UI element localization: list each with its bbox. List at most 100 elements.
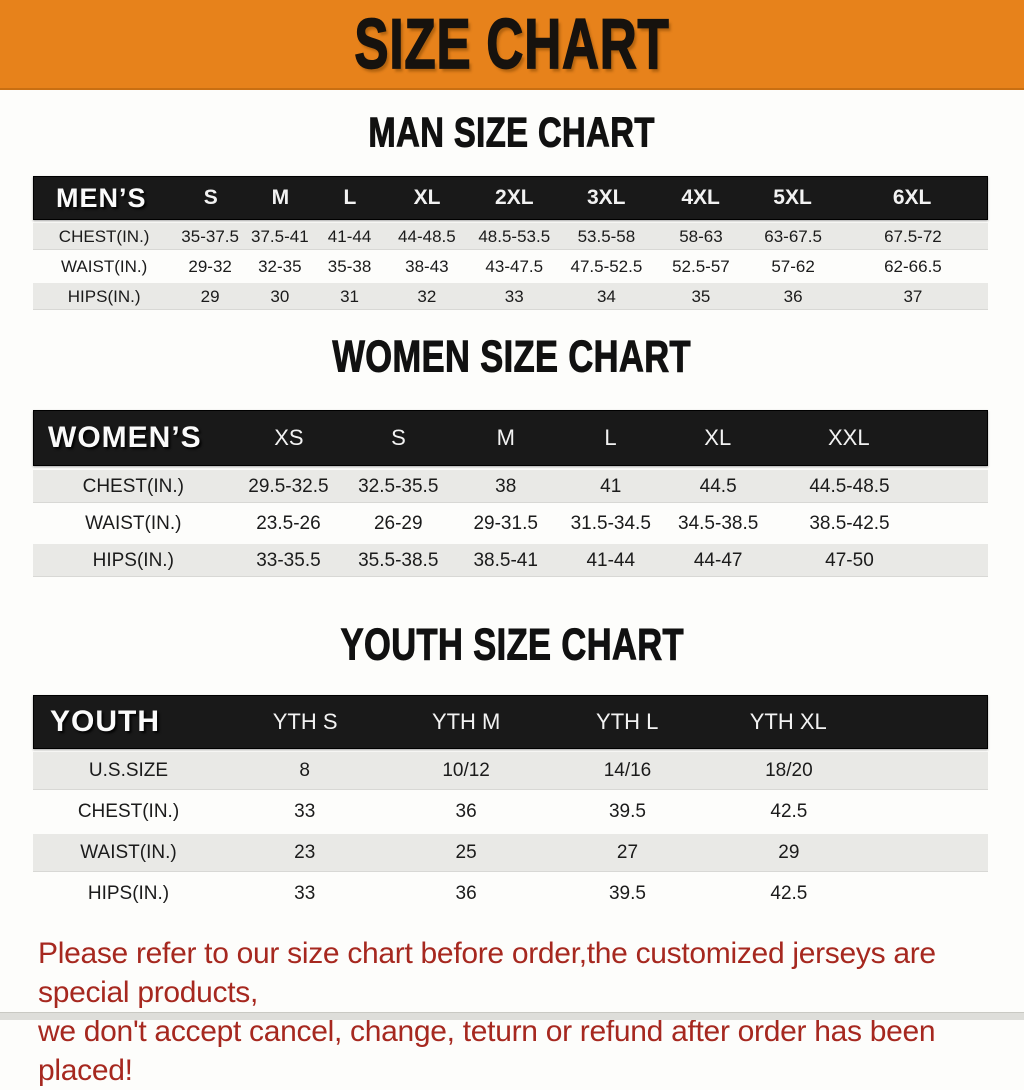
womens-table-header-row: WOMEN’S XS S M L XL XXL <box>33 410 988 466</box>
column-header: YTH L <box>596 709 659 734</box>
banner-title: SIZE CHART <box>354 4 670 85</box>
disclaimer-line-2: we don't accept cancel, change, teturn o… <box>38 1015 936 1087</box>
size-value: 8 <box>299 760 310 781</box>
size-value: 35-37.5 <box>181 226 239 246</box>
size-value: 41 <box>600 475 622 497</box>
mens-table-header-row: MEN’S S M L XL 2XL 3XL 4XL 5XL 6XL <box>33 176 988 220</box>
row-label: U.S.SIZE <box>88 760 169 781</box>
size-value: 10/12 <box>442 760 490 781</box>
column-header: XS <box>274 425 304 450</box>
size-value: 52.5-57 <box>672 256 730 276</box>
youth-table-header-row: YOUTH YTH S YTH M YTH L YTH XL <box>33 695 988 749</box>
size-value: 63-67.5 <box>764 226 822 246</box>
table-row-hips: HIPS(IN.) 33 36 39.5 42.5 <box>33 875 988 913</box>
size-value: 32-35 <box>258 256 302 276</box>
table-row-chest: CHEST(IN.) 33 36 39.5 42.5 <box>33 793 988 831</box>
size-value: 36 <box>455 801 477 822</box>
youth-size-table: YOUTH YTH S YTH M YTH L YTH XL U.S.SIZE … <box>33 695 988 913</box>
size-value: 33 <box>294 883 316 904</box>
bottom-edge-strip <box>0 1012 1024 1020</box>
size-value: 44-48.5 <box>398 226 456 246</box>
column-header: L <box>343 186 357 209</box>
size-value: 23.5-26 <box>256 512 321 534</box>
column-header: XXL <box>828 425 870 450</box>
size-value: 37.5-41 <box>251 226 309 246</box>
row-label: CHEST(IN.) <box>58 226 150 246</box>
column-header: XL <box>704 425 732 450</box>
column-header: 3XL <box>586 186 626 209</box>
mens-size-table: MEN’S S M L XL 2XL 3XL 4XL 5XL 6XL CHEST… <box>33 176 988 310</box>
table-row-hips: HIPS(IN.) 33-35.5 35.5-38.5 38.5-41 41-4… <box>33 544 988 577</box>
disclaimer-line-1: Please refer to our size chart before or… <box>38 937 936 1009</box>
column-header: XL <box>413 186 441 209</box>
size-value: 38.5-41 <box>473 549 538 571</box>
size-value: 44-47 <box>693 549 743 571</box>
size-value: 29 <box>200 286 220 306</box>
column-header: L <box>604 425 617 450</box>
table-row-waist: WAIST(IN.) 23 25 27 29 <box>33 834 988 872</box>
size-value: 14/16 <box>603 760 652 781</box>
size-value: 33 <box>504 286 524 306</box>
womens-table-corner-label: WOMEN’S <box>48 421 202 454</box>
table-row-waist: WAIST(IN.) 29-32 32-35 35-38 38-43 43-47… <box>33 253 988 280</box>
column-header: YTH M <box>431 709 501 734</box>
column-header: 2XL <box>495 186 534 209</box>
size-value: 42.5 <box>770 883 808 904</box>
size-value: 34 <box>596 286 616 306</box>
size-value: 31 <box>340 286 359 306</box>
row-label: WAIST(IN.) <box>80 842 177 863</box>
size-value: 33 <box>294 801 316 822</box>
size-value: 27 <box>616 842 639 863</box>
size-value: 44.5-48.5 <box>809 475 890 497</box>
size-value: 23 <box>294 842 316 863</box>
size-value: 29-31.5 <box>473 512 538 534</box>
size-value: 18/20 <box>765 760 813 781</box>
size-value: 35.5-38.5 <box>358 549 439 571</box>
column-header: YTH S <box>272 709 338 734</box>
size-value: 58-63 <box>679 226 723 246</box>
row-label: WAIST(IN.) <box>85 512 182 534</box>
column-header: M <box>496 425 515 450</box>
size-value: 47-50 <box>825 549 874 571</box>
size-value: 67.5-72 <box>884 226 942 246</box>
size-value: 62-66.5 <box>884 256 942 276</box>
size-value: 41-44 <box>586 549 636 571</box>
men-section-heading: MAN SIZE CHART <box>0 109 1024 156</box>
size-value: 32.5-35.5 <box>358 475 439 497</box>
size-value: 37 <box>903 286 923 306</box>
row-label: CHEST(IN.) <box>82 475 184 497</box>
row-label: HIPS(IN.) <box>67 286 141 306</box>
column-header: 5XL <box>773 186 812 209</box>
women-section-heading-text: WOMEN SIZE CHART <box>332 331 692 382</box>
size-value: 41-44 <box>327 226 372 246</box>
column-header: YTH XL <box>749 709 827 734</box>
row-label: HIPS(IN.) <box>92 549 174 571</box>
size-value: 29-32 <box>188 256 232 276</box>
size-value: 47.5-52.5 <box>570 256 643 276</box>
table-row-chest: CHEST(IN.) 29.5-32.5 32.5-35.5 38 41 44.… <box>33 470 988 503</box>
size-value: 31.5-34.5 <box>570 512 651 534</box>
size-value: 53.5-58 <box>577 226 636 246</box>
size-value: 57-62 <box>771 256 815 276</box>
size-value: 39.5 <box>608 801 646 822</box>
table-row-us-size: U.S.SIZE 8 10/12 14/16 18/20 <box>33 752 988 790</box>
size-value: 32 <box>417 286 437 306</box>
table-row-chest: CHEST(IN.) 35-37.5 37.5-41 41-44 44-48.5… <box>33 223 988 250</box>
size-value: 30 <box>270 286 290 306</box>
column-header: 6XL <box>892 186 932 209</box>
row-label: HIPS(IN.) <box>87 883 170 904</box>
size-value: 42.5 <box>770 801 808 822</box>
youth-section-heading-text: YOUTH SIZE CHART <box>340 619 684 670</box>
mens-table-corner-label: MEN’S <box>56 182 147 213</box>
row-label: CHEST(IN.) <box>77 801 180 822</box>
youth-table-corner-label: YOUTH <box>50 705 160 738</box>
size-value: 39.5 <box>608 883 646 904</box>
column-header: S <box>203 186 218 209</box>
size-value: 38 <box>495 475 517 497</box>
row-label: WAIST(IN.) <box>61 256 148 276</box>
column-header: 4XL <box>681 186 720 209</box>
size-value: 36 <box>455 883 477 904</box>
size-chart-banner: SIZE CHART <box>0 0 1024 90</box>
column-header: S <box>391 425 406 450</box>
size-value: 34.5-38.5 <box>678 512 759 534</box>
